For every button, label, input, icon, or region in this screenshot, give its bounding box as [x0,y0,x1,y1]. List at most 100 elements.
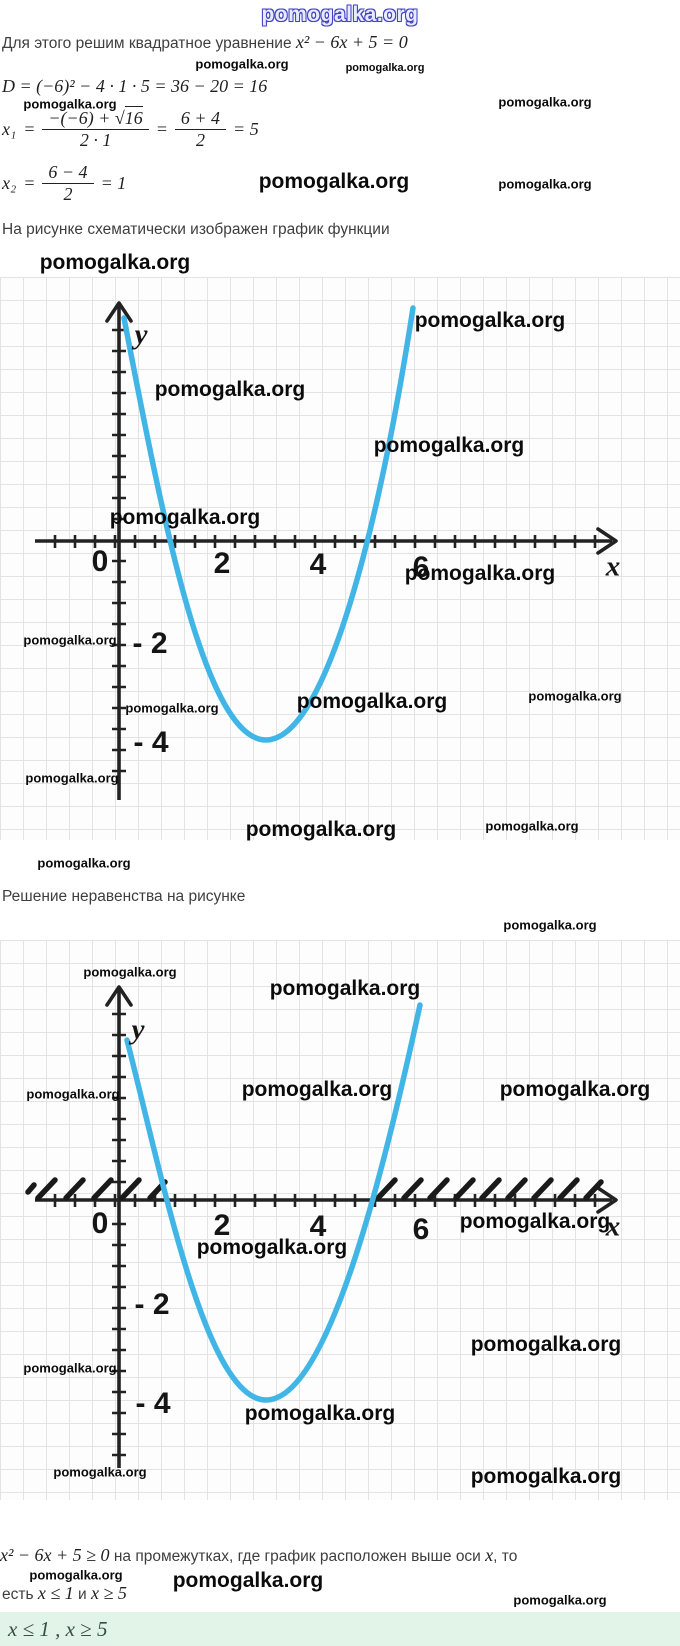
watermark: pomogalka.org [470,1333,622,1356]
watermark: pomogalka.org [23,1360,117,1376]
watermark: pomogalka.org [296,690,448,713]
equals-sign: = [23,173,36,193]
interval-1: x ≤ 1 [37,1583,74,1603]
hatching-solution-left [25,1177,168,1201]
y-axis-arrow-icon [105,985,133,1007]
denominator: 2 · 1 [42,129,149,151]
numerator: 6 + 4 [180,108,221,128]
sqrt-value: 16 [124,106,143,128]
tick-label-2: 2 [213,547,231,580]
parabola-curve [121,305,416,743]
watermark: pomogalka.org [373,434,525,457]
watermark: pomogalka.org [29,1567,123,1583]
x2-symbol: x₂ [2,173,17,193]
y-axis-arrow-icon [105,301,133,323]
y-axis-label: y [131,1013,145,1046]
y-axis-label: y [134,318,148,351]
sqrt-icon: √ [114,108,125,128]
watermark: pomogalka.org [459,1210,611,1233]
watermark: pomogalka.org [37,855,131,871]
x1-solution-line: x₁ = −(−6) + √16 2 · 1 = 6 + 4 2 = 5 [2,106,259,151]
conclusion-text: есть [2,1586,38,1603]
tick-label-0: 0 [91,545,109,578]
watermark: pomogalka.org [244,1402,396,1425]
watermark: pomogalka.org [23,632,117,648]
denominator: 2 [42,183,94,205]
watermark: pomogalka.org [269,977,421,1000]
watermark: pomogalka.org [25,770,119,786]
tick-label-minus4: - 4 [135,1387,171,1420]
numerator: 6 − 4 [48,162,88,182]
watermark: pomogalka.org [503,917,597,933]
tick-label-0: 0 [91,1207,109,1240]
fraction: −(−6) + √16 2 · 1 [42,106,149,151]
discriminant-line: D = (−6)² − 4 · 1 · 5 = 36 − 20 = 16 [2,76,267,97]
fraction: 6 − 4 2 [42,162,94,205]
site-watermark-colored: pomogalka.org [261,3,419,26]
y-axis-ticks [112,1012,126,1457]
answer-text: x ≤ 1 , x ≥ 5 [8,1617,108,1641]
numerator: −(−6) + [48,108,115,128]
equals-sign: = [23,119,36,139]
x2-solution-line: x₂ = 6 − 4 2 = 1 [2,162,126,205]
watermark: pomogalka.org [23,96,117,112]
tick-label-4: 4 [309,548,327,581]
graph-heading: На рисунке схематически изображен график… [2,221,390,238]
x-axis-arrow-icon [596,1186,618,1214]
y-axis-ticks [112,328,126,773]
watermark: pomogalka.org [345,62,425,74]
watermark: pomogalka.org [53,1464,147,1480]
hatching-solution-right [375,1177,604,1201]
watermark: pomogalka.org [470,1465,622,1488]
x1-symbol: x₁ [2,119,17,139]
watermark: pomogalka.org [498,176,592,192]
watermark: pomogalka.org [245,818,397,841]
quadratic-equation: x² − 6x + 5 = 0 [295,32,408,52]
conclusion-tail: , то [493,1548,518,1565]
tick-label-minus4: - 4 [133,726,169,759]
answer-box: x ≤ 1 , x ≥ 5 [0,1612,680,1646]
graph-2-canvas [25,985,618,1468]
watermark: pomogalka.org [172,1569,324,1592]
intro-text: Для этого решим квадратное уравнение [2,35,296,52]
watermark: pomogalka.org [154,378,306,401]
tick-label-6: 6 [412,551,430,584]
watermark: pomogalka.org [26,1086,120,1102]
watermark: pomogalka.org [125,700,219,716]
tick-label-minus2: - 2 [132,627,168,660]
conclusion-line-2: есть x ≤ 1 и x ≥ 5 [2,1583,127,1604]
watermark: pomogalka.org [196,1236,348,1259]
watermark: pomogalka.org [528,688,622,704]
conclusion-text: на промежутках, где график расположен вы… [109,1548,486,1565]
graph-1-function-plot: 0 2 4 6 x y - 2 - 4 pomogalka.org pomoga… [0,277,680,841]
x-axis-ticks [53,535,597,548]
conclusion-line-1: x² − 6x + 5 ≥ 0 на промежутках, где граф… [0,1545,517,1566]
watermark: pomogalka.org [404,562,556,585]
watermark: pomogalka.org [499,1078,651,1101]
interval-2: x ≥ 5 [91,1583,127,1603]
watermark: pomogalka.org [109,506,261,529]
conjunction: и [73,1586,92,1603]
watermark: pomogalka.org [513,1592,607,1608]
tick-label-minus2: - 2 [134,1288,170,1321]
watermark: pomogalka.org [258,170,410,193]
tick-label-2: 2 [213,1209,231,1242]
graph-2-inequality-plot: 0 2 4 6 x y - 2 - 4 pomogalka.org pomoga… [0,940,680,1500]
watermark: pomogalka.org [498,94,592,110]
tick-label-4: 4 [309,1210,327,1243]
x-axis-label: x [605,1210,621,1243]
x-axis-label: x [605,550,621,583]
watermark: pomogalka.org [83,964,177,980]
tick-label-6: 6 [412,1213,430,1246]
x-variable: x [485,1545,494,1565]
watermark: pomogalka.org [485,818,579,834]
intro-line: Для этого решим квадратное уравнение x² … [2,32,408,53]
graph-1-canvas [35,301,618,800]
discriminant-formula: D = (−6)² − 4 · 1 · 5 = 36 − 20 = 16 [2,76,268,96]
inequality-heading: Решение неравенства на рисунке [2,888,246,905]
x1-result: = 5 [233,119,259,139]
fraction: 6 + 4 2 [174,108,227,151]
x2-result: = 1 [100,173,127,193]
watermark: pomogalka.org [195,56,289,72]
